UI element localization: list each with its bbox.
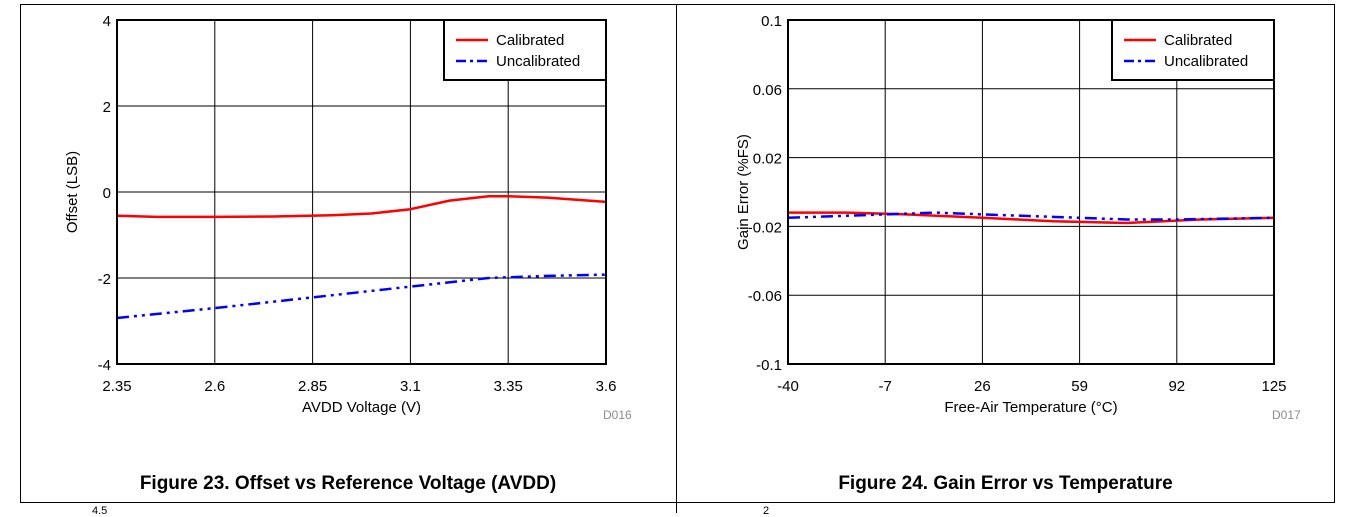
y-tick-label: -0.02	[748, 219, 782, 236]
gain-error-vs-temperature-chart: -40 -7 26 59 92 125 -0.1 -0.06 -0.02 0.02 0.06 0.1 F…	[735, 13, 1287, 416]
legend-box	[1111, 19, 1275, 81]
legend-label-calibrated: Calibrated	[496, 32, 564, 49]
series-line-uncalibrated	[116, 273, 607, 320]
x-tick-label: 92	[1168, 378, 1185, 395]
y-tick-label: 4	[103, 13, 111, 30]
legend-box	[443, 19, 607, 81]
y-tick-label: 2	[103, 99, 111, 116]
y-axis-title: Offset (LSB)	[64, 151, 81, 233]
next-chart-tick-fragment-left: 4.5	[92, 505, 108, 517]
frame-bottom-line	[20, 502, 1335, 503]
offset-vs-avdd-chart: 2.35 2.6 2.85 3.1 3.35 3.6 -4 -2 0 2 4 AVDD Voltage…	[64, 13, 617, 416]
x-tick-label: 2.85	[298, 378, 327, 395]
x-tick-label: -40	[777, 378, 799, 395]
figure-code-d016: D016	[603, 408, 632, 422]
plot-area-border	[116, 19, 607, 365]
x-tick-label: 3.6	[596, 378, 617, 395]
x-axis-title: Free-Air Temperature (°C)	[944, 399, 1117, 416]
y-tick-label: 0	[103, 185, 111, 202]
series-line-calibrated	[116, 195, 607, 219]
legend-label-calibrated: Calibrated	[1164, 32, 1232, 49]
figure-24-caption: Figure 24. Gain Error vs Temperature	[838, 473, 1173, 494]
figure-code-d017: D017	[1272, 408, 1301, 422]
series-line-uncalibrated	[787, 211, 1275, 221]
x-tick-label: -7	[879, 378, 892, 395]
legend-label-uncalibrated: Uncalibrated	[496, 53, 580, 70]
y-tick-label: -0.06	[748, 288, 782, 305]
x-tick-label: 26	[974, 378, 991, 395]
y-tick-label: 0.06	[753, 82, 782, 99]
y-tick-label: 0.02	[753, 151, 782, 168]
plot-area-border	[787, 19, 1275, 365]
figure-23-caption: Figure 23. Offset vs Reference Voltage (…	[139, 473, 557, 494]
x-tick-label: 59	[1071, 378, 1088, 395]
x-tick-label: 2.35	[102, 378, 131, 395]
next-chart-tick-fragment-right: 2	[763, 505, 770, 517]
frame-top-line	[20, 4, 1335, 5]
y-tick-label: 0.1	[761, 13, 782, 30]
frame-left-line	[20, 4, 21, 503]
y-tick-label: -4	[98, 357, 111, 374]
x-tick-label: 3.35	[494, 378, 523, 395]
y-tick-label: -0.1	[756, 357, 782, 374]
y-tick-label: -2	[98, 271, 111, 288]
legend-label-uncalibrated: Uncalibrated	[1164, 53, 1248, 70]
x-tick-label: 3.1	[400, 378, 421, 395]
x-tick-label: 2.6	[204, 378, 225, 395]
frame-right-line	[1334, 4, 1335, 503]
y-axis-title: Gain Error (%FS)	[735, 134, 752, 250]
x-axis-title: AVDD Voltage (V)	[302, 399, 421, 416]
x-tick-label: 125	[1261, 378, 1286, 395]
frame-middle-line	[676, 4, 677, 513]
